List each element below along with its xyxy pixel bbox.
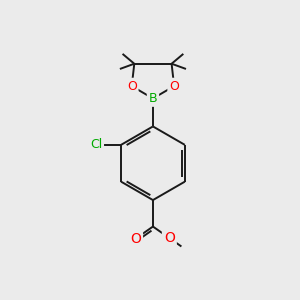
Text: O: O	[169, 80, 179, 93]
Text: O: O	[164, 231, 175, 245]
Text: Cl: Cl	[90, 138, 102, 151]
Text: O: O	[127, 80, 137, 93]
Text: O: O	[130, 232, 141, 246]
Text: B: B	[148, 92, 157, 105]
